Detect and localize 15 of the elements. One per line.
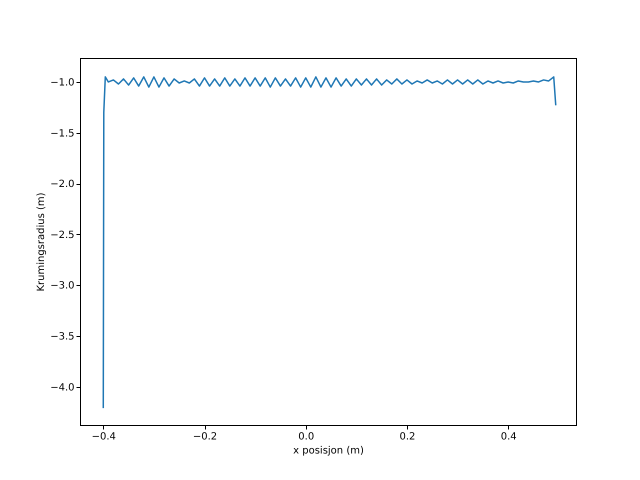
x-tick-label: 0.0 bbox=[298, 432, 314, 442]
y-tick-label: −4.0 bbox=[50, 382, 74, 394]
y-axis-title: Krumingsradius (m) bbox=[36, 192, 48, 292]
y-tick-label: −3.0 bbox=[50, 280, 74, 292]
x-tick-label: −0.2 bbox=[192, 432, 218, 442]
x-axis-title: x posisjon (m) bbox=[293, 446, 364, 456]
y-tick-label: −2.0 bbox=[50, 179, 74, 190]
y-tick-label: −1.5 bbox=[50, 128, 74, 140]
x-tick-label: 0.4 bbox=[500, 432, 517, 442]
line-series bbox=[102, 76, 557, 409]
x-tick-label: 0.2 bbox=[400, 432, 416, 442]
x-tick-label: −0.4 bbox=[92, 432, 116, 442]
y-tick-label: −3.5 bbox=[50, 331, 74, 342]
y-tick-label: −2.5 bbox=[50, 230, 74, 241]
y-tick-label: −1.0 bbox=[50, 77, 74, 88]
